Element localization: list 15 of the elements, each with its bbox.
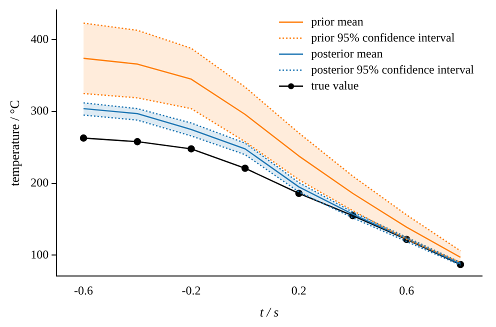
legend-label: prior 95% confidence interval [311,30,456,44]
legend-label: prior mean [311,14,364,28]
y-axis-title: temperature / °C [7,100,22,186]
x-tick-label: 0.2 [291,283,306,298]
legend-label: posterior 95% confidence interval [311,62,475,76]
x-tick-label: -0.2 [182,283,201,298]
x-tick-label: -0.6 [74,283,94,298]
y-tick-label: 100 [30,247,49,262]
x-tick-label: 0.6 [399,283,414,298]
x-axis-title: t / s [260,304,279,320]
y-tick-label: 200 [30,175,49,190]
legend-label: posterior mean [311,46,383,60]
y-tick-label: 400 [30,32,49,46]
y-tick-label: 300 [30,104,49,118]
legend-label: true value [311,78,359,92]
